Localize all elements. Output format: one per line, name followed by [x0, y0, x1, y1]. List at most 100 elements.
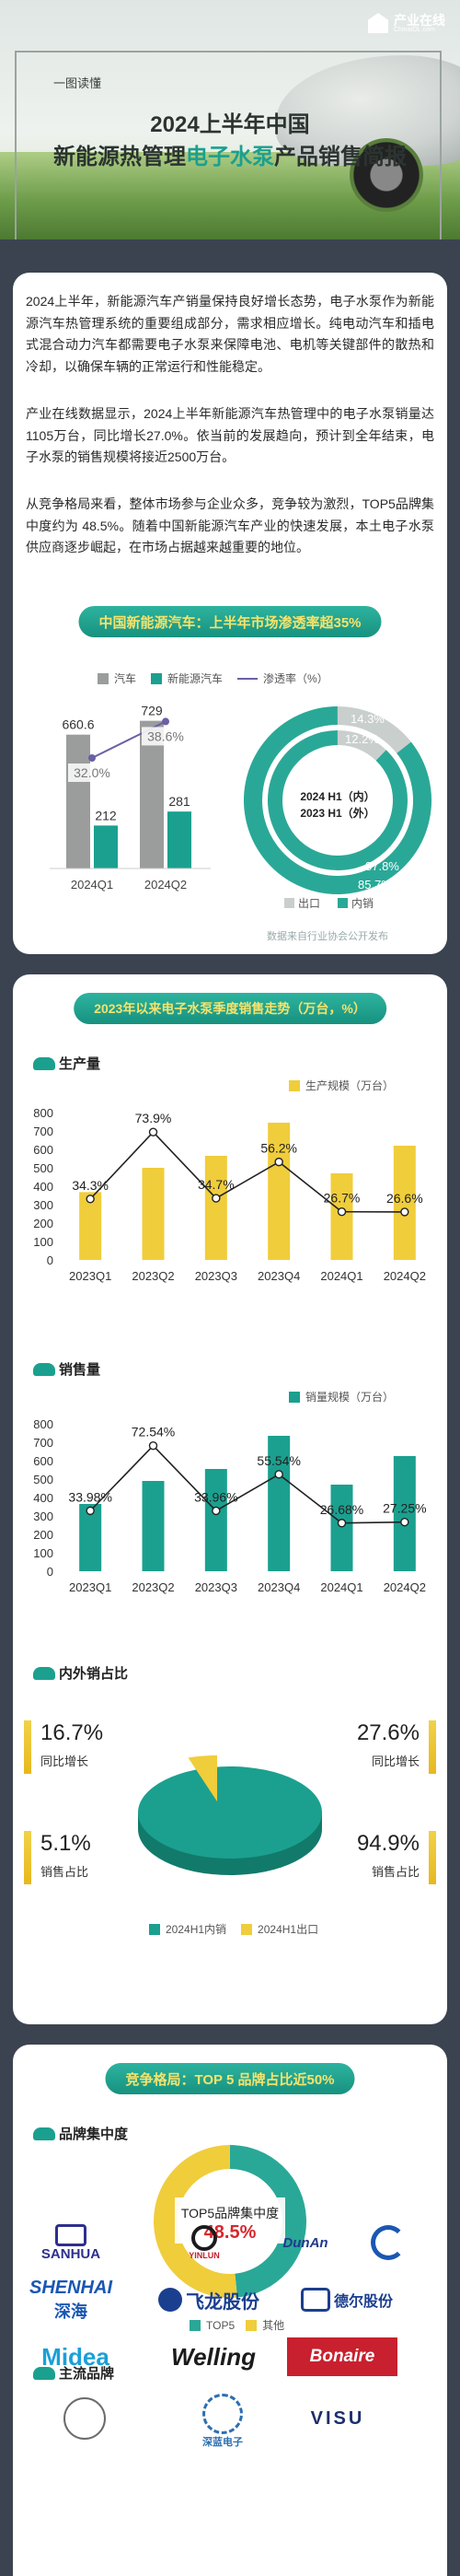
legend-line-rate: [237, 677, 259, 680]
quarter-bar: [79, 1504, 102, 1571]
brand-dunan-logo: DunAn: [282, 2234, 328, 2251]
bar-nev: [167, 811, 191, 868]
brand-welling-logo: Welling: [171, 2342, 256, 2371]
x-tick-label: 2023Q3: [195, 1269, 237, 1283]
growth-label: 26.7%: [324, 1191, 361, 1206]
label-car: 729: [141, 704, 163, 718]
sales-legend: 销量规模（万台）: [289, 1389, 394, 1405]
x-tick-label: 2023Q1: [69, 1580, 111, 1594]
growth-point: [337, 1519, 347, 1528]
page-title-line2: 新能源热管理电子水泵产品销售简报: [0, 138, 460, 170]
growth-label: 26.68%: [320, 1502, 363, 1517]
legend-top5: TOP5: [206, 2318, 236, 2332]
pie-slice-export: [188, 1755, 217, 1801]
brand-shenhai-logo: SHENHAI 深海: [11, 2273, 131, 2326]
feilong-mark-icon: [158, 2288, 182, 2312]
rate-label: 32.0%: [74, 765, 110, 780]
brand-name-cn: 深海: [54, 2302, 87, 2321]
y-tick-label: 800: [33, 1417, 53, 1431]
split-legend: 2024H1内销 2024H1出口: [149, 1921, 318, 1937]
legend-export: 2024H1出口: [258, 1923, 319, 1936]
logo-text: 产业在线: [394, 12, 445, 28]
donut-slice-other: [154, 2145, 237, 2298]
stat-label: 同比增长: [40, 1754, 89, 1768]
y-tick-label: 300: [33, 1509, 53, 1523]
x-tick-label: 2024Q1: [320, 1580, 362, 1594]
sales-chart: 0 100 200 300 400 500 600 700 800 2023Q1 2023Q2 202…: [33, 1417, 426, 1594]
growth-label: 34.3%: [72, 1178, 109, 1193]
penetration-pill: 中国新能源汽车：上半年市场渗透率超35%: [78, 606, 382, 637]
split-title: 内外销占比: [59, 1666, 129, 1682]
inner-ring-slice: [268, 730, 408, 870]
brand-bonaire-logo: Bonaire: [287, 2337, 397, 2376]
quarter-bar: [330, 1485, 353, 1571]
growth-point: [274, 1157, 283, 1167]
stat-label: 销售占比: [40, 1865, 89, 1879]
quarter-bar: [330, 1173, 353, 1260]
tick-label: 2024Q1: [71, 878, 113, 892]
header-banner: 产业在线 ChinaIOL.com 一图读懂 2024上半年中国 新能源热管理电…: [0, 0, 460, 239]
growth-label: 27.25%: [383, 1501, 426, 1516]
stat-value: 94.9%: [356, 1831, 420, 1856]
split-pie-chart: [138, 1755, 322, 1875]
rate-point: [88, 754, 96, 762]
inner-ring-slice: [337, 730, 386, 761]
intro-paragraph-2: 产业在线数据显示，2024上半年新能源汽车热管理中的电子水泵销量达1105万台，…: [26, 406, 434, 464]
outer-ring-slice: [337, 706, 411, 754]
brand-logos: SANHUA YINLUN DunAn SHENHAI 深海 飞龙股份 德尔股份…: [11, 2220, 423, 2576]
export-share-stat: 94.9% 销售占比: [356, 1831, 436, 1884]
stat-accent-bar: [429, 1831, 436, 1884]
growth-point: [86, 1195, 95, 1204]
deer-mark-icon: [300, 2288, 330, 2312]
growth-line-segment: [152, 1131, 217, 1199]
x-tick-label: 2023Q2: [132, 1269, 174, 1283]
stat-value: 16.7%: [40, 1720, 104, 1745]
rate-point: [162, 717, 169, 726]
growth-point: [400, 1518, 409, 1527]
growth-label: 55.54%: [257, 1453, 300, 1468]
brand-visu-logo: VISU: [310, 2407, 365, 2429]
y-tick-label: 100: [33, 1235, 53, 1249]
domestic-share-stat: 5.1% 销售占比: [24, 1831, 91, 1884]
brand-midea-logo: Midea: [41, 2342, 109, 2371]
donut-slice-top5: [229, 2145, 306, 2298]
brand-name: 飞龙股份: [186, 2291, 259, 2313]
swirl-icon: [371, 2225, 406, 2260]
label-nev: 212: [95, 808, 117, 822]
penetration-legend: 汽车 新能源汽车 渗透率（%）: [98, 670, 328, 686]
y-tick-label: 600: [33, 1454, 53, 1468]
growth-point: [212, 1506, 221, 1516]
legend-swatch-export: [241, 1923, 253, 1935]
tick-label: 2024Q2: [144, 878, 187, 892]
legend-swatch-top5: [190, 2319, 201, 2331]
legend-swatch-production: [289, 1079, 300, 1091]
page-title-line1: 2024上半年中国: [150, 112, 310, 137]
legend-nev: 新能源汽车: [167, 672, 224, 685]
brand-shenlan-logo: 深蓝电子: [177, 2389, 269, 2454]
rate-label-bg: [68, 763, 116, 782]
x-tick-label: 2023Q4: [258, 1269, 300, 1283]
growth-label: 72.54%: [132, 1425, 175, 1440]
x-tick-label: 2024Q2: [384, 1269, 426, 1283]
title-part-b: 产品销售简报: [274, 145, 407, 169]
legend-export: 出口: [298, 897, 320, 910]
growth-line-segment: [341, 1521, 405, 1524]
legend-domestic: 内销: [351, 897, 374, 910]
y-tick-label: 400: [33, 1491, 53, 1505]
competition-pill: 竞争格局：TOP 5 品牌占比近50%: [105, 2063, 355, 2094]
growth-line-segment: [152, 1445, 217, 1511]
brand-logo: 产业在线 ChinaIOL.com: [368, 13, 445, 33]
quarter-bar: [204, 1469, 227, 1571]
car-icon: [33, 1057, 55, 1070]
brand-sanhua-logo: SANHUA: [11, 2220, 131, 2266]
legend-swatch-domestic: [149, 1923, 160, 1935]
y-tick-label: 0: [47, 1253, 53, 1267]
quarter-bar: [142, 1168, 165, 1260]
bar-nev: [94, 825, 118, 868]
growth-line-segment: [278, 1474, 342, 1524]
quarter-bar: [268, 1436, 291, 1571]
brand-name: YINLUN: [189, 2251, 220, 2260]
stat-accent-bar: [24, 1831, 31, 1884]
growth-label: 33.96%: [194, 1489, 237, 1504]
